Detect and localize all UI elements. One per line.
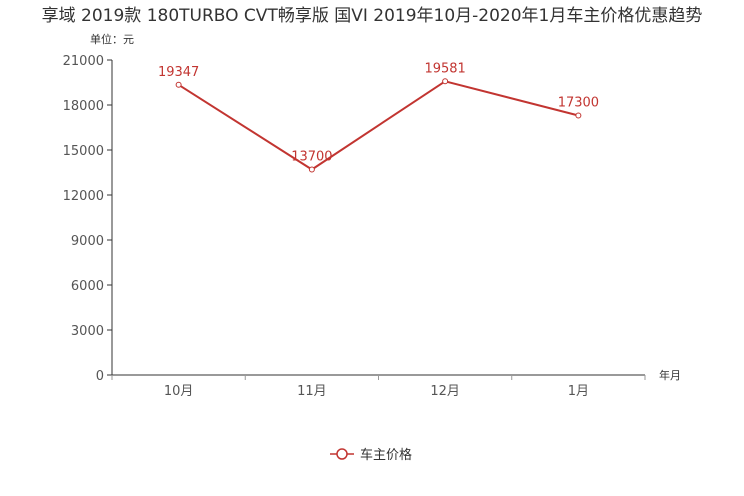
data-label: 19347 [158, 65, 199, 80]
data-point[interactable] [308, 166, 315, 173]
data-label: 13700 [291, 150, 332, 165]
legend-circle-icon [336, 448, 348, 460]
chart-title: 享域 2019款 180TURBO CVT畅享版 国VI 2019年10月-20… [42, 6, 703, 26]
y-tick-label: 15000 [63, 144, 104, 159]
data-point[interactable] [575, 112, 582, 119]
data-point[interactable] [175, 81, 182, 88]
x-tick-label: 11月 [297, 384, 327, 399]
data-label: 19581 [424, 61, 465, 76]
y-tick-label: 3000 [71, 324, 104, 339]
y-tick-label: 12000 [63, 189, 104, 204]
y-tick-label: 0 [96, 369, 104, 384]
x-tick-label: 1月 [568, 384, 589, 399]
data-point[interactable] [442, 78, 449, 85]
x-axis-label: 年月 [659, 368, 681, 382]
legend[interactable]: 车主价格 [330, 447, 412, 463]
y-tick-label: 18000 [63, 99, 104, 114]
legend-label: 车主价格 [360, 447, 412, 463]
x-tick-label: 10月 [164, 384, 194, 399]
y-tick-label: 6000 [71, 279, 104, 294]
series-line [178, 80, 579, 171]
y-tick-label: 9000 [71, 234, 104, 249]
y-tick-label: 21000 [63, 54, 104, 69]
x-tick-label: 12月 [430, 384, 460, 399]
data-label: 17300 [558, 96, 599, 111]
y-axis-unit: 单位：元 [90, 32, 134, 46]
